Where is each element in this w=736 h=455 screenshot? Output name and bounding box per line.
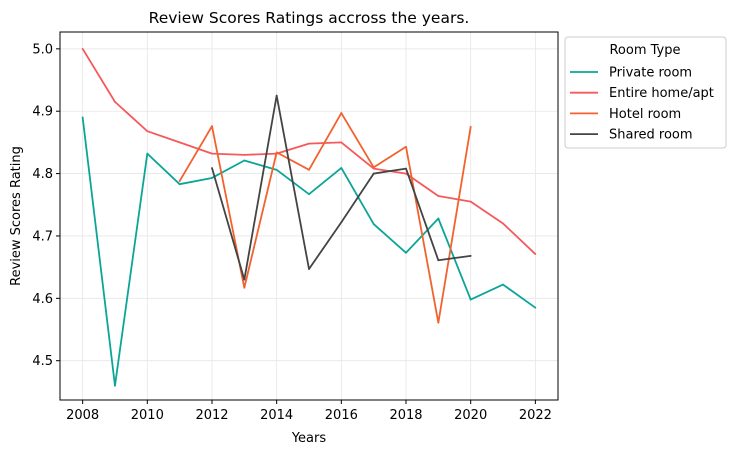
- data-point: [243, 159, 246, 162]
- data-point: [211, 167, 213, 169]
- data-point: [308, 142, 310, 145]
- data-point: [405, 167, 407, 170]
- data-point: [308, 268, 310, 270]
- data-point: [405, 172, 407, 175]
- data-point: [437, 195, 440, 197]
- data-point: [502, 283, 504, 286]
- legend-label: Private room: [609, 66, 692, 81]
- legend-label: Shared room: [609, 128, 693, 143]
- series-line-0: [81, 117, 536, 387]
- x-tick-label: 2016: [325, 408, 358, 423]
- data-point: [243, 286, 246, 289]
- data-point: [372, 167, 375, 170]
- data-point: [211, 177, 213, 179]
- data-point: [146, 130, 149, 133]
- data-point: [372, 166, 375, 169]
- y-axis-label: Review Scores Rating: [9, 146, 24, 286]
- data-point: [308, 193, 310, 196]
- y-tick-label: 4.5: [32, 354, 53, 369]
- x-tick-label: 2018: [389, 408, 422, 423]
- legend-label: Entire home/apt: [609, 86, 714, 101]
- legend: Room Type Private room Entire home/apt Hot…: [564, 36, 727, 149]
- data-point: [340, 167, 343, 169]
- data-point: [437, 321, 440, 324]
- data-point: [437, 217, 440, 220]
- grid: [60, 32, 558, 400]
- data-point: [243, 153, 246, 156]
- data-point: [178, 183, 181, 186]
- data-point: [340, 112, 343, 114]
- data-point: [340, 141, 343, 144]
- data-point: [502, 222, 504, 225]
- data-point: [372, 172, 375, 175]
- y-axis: 4.5 4.6 4.7 4.8 4.9 5.0: [32, 42, 60, 369]
- data-point: [534, 306, 537, 309]
- data-point: [372, 223, 375, 226]
- series-lines: [81, 47, 537, 387]
- data-point: [81, 116, 84, 119]
- y-tick-label: 4.9: [32, 105, 53, 120]
- legend-title: Room Type: [609, 43, 680, 58]
- data-point: [114, 100, 116, 103]
- data-point: [469, 255, 472, 257]
- data-point: [114, 384, 116, 387]
- data-point: [81, 47, 84, 50]
- x-axis-label: Years: [291, 431, 327, 446]
- x-tick-label: 2008: [66, 408, 99, 423]
- data-point: [469, 298, 472, 301]
- data-point: [146, 152, 149, 155]
- y-tick-label: 4.6: [32, 292, 53, 307]
- data-point: [534, 253, 537, 255]
- series-line-2: [178, 112, 472, 324]
- plot-frame: [59, 31, 559, 401]
- data-point: [469, 200, 472, 203]
- data-point: [178, 141, 181, 144]
- data-point: [308, 168, 310, 171]
- x-tick-label: 2010: [131, 408, 164, 423]
- y-tick-label: 4.7: [32, 229, 53, 244]
- legend-frame: [564, 36, 727, 149]
- x-tick-label: 2022: [519, 408, 552, 423]
- data-point: [211, 125, 213, 128]
- legend-label: Hotel room: [609, 107, 681, 122]
- data-point: [211, 152, 213, 155]
- x-axis: 2008 2010 2012 2014 2016 2018 2020 2022: [66, 400, 552, 423]
- x-tick-label: 2012: [195, 408, 228, 423]
- data-point: [243, 278, 246, 281]
- data-point: [275, 94, 278, 97]
- data-point: [405, 251, 407, 254]
- x-tick-label: 2014: [260, 408, 293, 423]
- y-tick-label: 4.8: [32, 167, 53, 182]
- legend-items: Private room Entire home/apt Hotel room Sha…: [570, 66, 714, 143]
- data-point: [178, 180, 181, 182]
- x-tick-label: 2020: [454, 408, 487, 423]
- data-point: [340, 221, 343, 224]
- y-tick-label: 5.0: [32, 42, 53, 57]
- data-point: [275, 168, 278, 171]
- data-point: [275, 151, 278, 154]
- chart-title: Review Scores Ratings accross the years.: [149, 9, 470, 27]
- data-point: [405, 145, 407, 148]
- data-point: [469, 125, 472, 128]
- data-point: [437, 259, 440, 262]
